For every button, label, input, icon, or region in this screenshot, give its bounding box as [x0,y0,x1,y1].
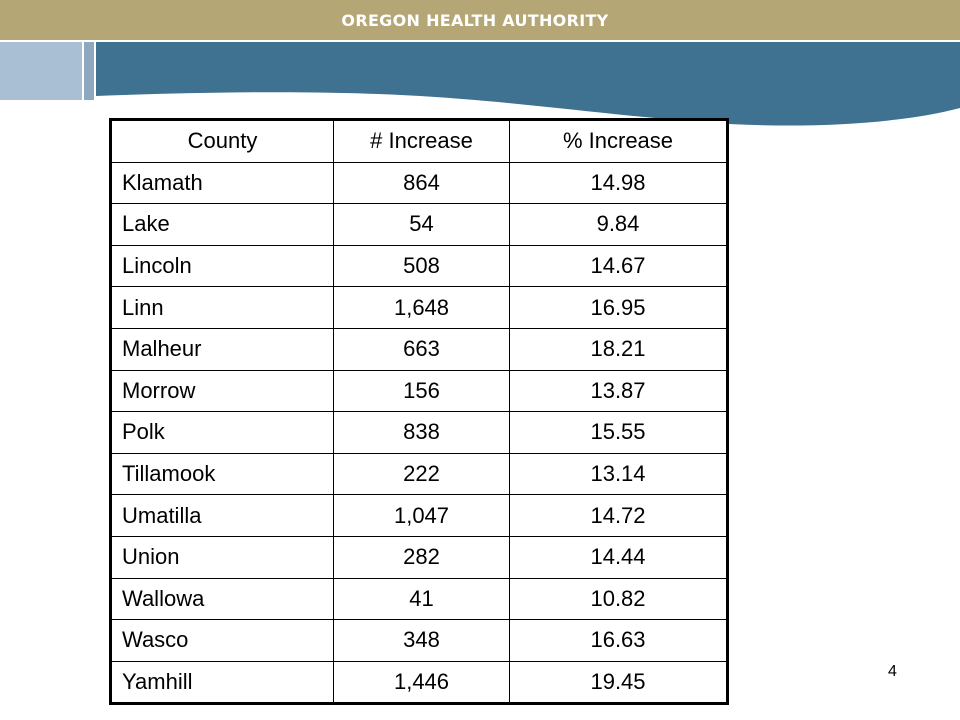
number-increase-cell: 1,047 [333,494,510,537]
header-wave-graphic [0,42,960,126]
county-cell: Umatilla [111,494,334,537]
county-cell: Union [111,535,334,579]
percent-increase-cell: 19.45 [509,660,727,704]
percent-increase-cell: 14.72 [509,494,727,537]
table-row: Lincoln 508 14.67 [111,244,727,288]
accent-block-dark [84,42,94,100]
number-increase-cell: 282 [333,535,510,579]
table-row: Lake 54 9.84 [111,203,727,246]
table-row: Yamhill 1,446 19.45 [111,660,727,704]
county-cell: Morrow [111,369,334,413]
county-cell: Linn [111,286,334,329]
table-row: Klamath 864 14.98 [111,161,727,205]
percent-increase-cell: 18.21 [509,327,727,371]
percent-increase-cell: 14.67 [509,244,727,288]
wave-band [96,42,960,126]
number-increase-cell: 156 [333,369,510,413]
percent-increase-cell: 13.87 [509,369,727,413]
table-row: Wallowa 41 10.82 [111,577,727,621]
county-cell: Yamhill [111,660,334,704]
number-increase-cell: 348 [333,619,510,662]
county-cell: Malheur [111,327,334,371]
county-cell: Wasco [111,619,334,662]
percent-increase-cell: 15.55 [509,411,727,454]
table-row: Morrow 156 13.87 [111,369,727,413]
column-header-number-increase: # Increase [333,120,510,163]
percent-increase-cell: 16.63 [509,619,727,662]
percent-increase-cell: 14.44 [509,535,727,579]
table-row: Tillamook 222 13.14 [111,452,727,496]
table-row: Union 282 14.44 [111,535,727,579]
county-cell: Wallowa [111,577,334,621]
county-cell: Lake [111,203,334,246]
table-header-row: County # Increase % Increase [111,120,727,163]
table-row: Malheur 663 18.21 [111,327,727,371]
table-row: Linn 1,648 16.95 [111,286,727,329]
number-increase-cell: 663 [333,327,510,371]
county-increase-table: County # Increase % Increase Klamath 864… [109,117,729,706]
number-increase-cell: 1,648 [333,286,510,329]
column-header-percent-increase: % Increase [509,120,727,163]
number-increase-cell: 54 [333,203,510,246]
percent-increase-cell: 13.14 [509,452,727,496]
number-increase-cell: 864 [333,161,510,205]
county-cell: Klamath [111,161,334,205]
number-increase-cell: 1,446 [333,660,510,704]
number-increase-cell: 41 [333,577,510,621]
header-bar: OREGON HEALTH AUTHORITY [0,0,960,40]
county-cell: Lincoln [111,244,334,288]
county-cell: Tillamook [111,452,334,496]
percent-increase-cell: 9.84 [509,203,727,246]
column-header-county: County [111,120,334,163]
percent-increase-cell: 14.98 [509,161,727,205]
percent-increase-cell: 10.82 [509,577,727,621]
table-row: Wasco 348 16.63 [111,619,727,662]
table-row: Polk 838 15.55 [111,411,727,454]
table-row: Umatilla 1,047 14.72 [111,494,727,537]
number-increase-cell: 838 [333,411,510,454]
county-cell: Polk [111,411,334,454]
percent-increase-cell: 16.95 [509,286,727,329]
organization-title: OREGON HEALTH AUTHORITY [341,10,609,30]
number-increase-cell: 222 [333,452,510,496]
page-number: 4 [888,663,897,680]
number-increase-cell: 508 [333,244,510,288]
accent-block-light [0,42,82,100]
